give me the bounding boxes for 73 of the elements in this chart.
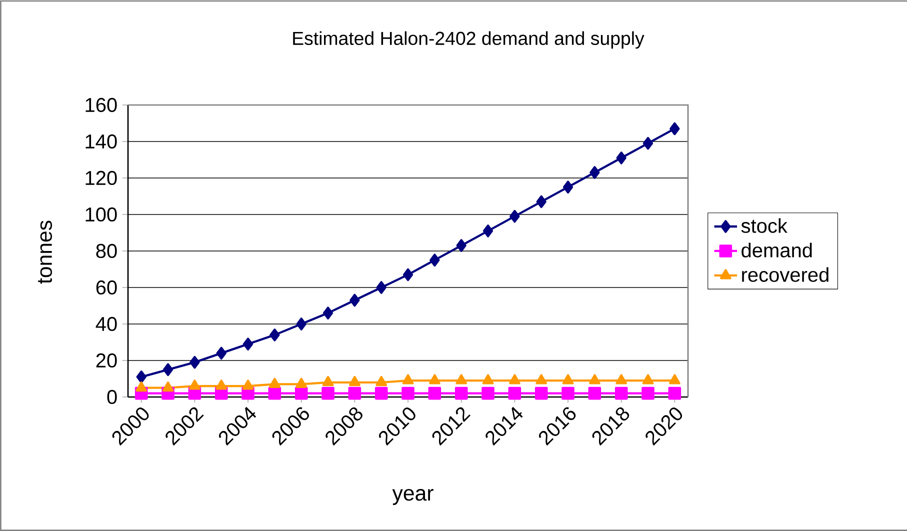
point (510, 210, 520, 223)
point (482, 386, 494, 400)
chart-title: Estimated Halon-2402 demand and supply (293, 31, 644, 49)
point (350, 294, 360, 307)
legend-label: demand (742, 242, 812, 258)
point (242, 380, 254, 390)
point (216, 346, 226, 360)
y-axis-title: tonnes (38, 220, 52, 284)
point (482, 224, 494, 238)
point (242, 338, 254, 350)
point (536, 195, 546, 208)
point (268, 378, 280, 388)
point (670, 122, 680, 136)
point (216, 380, 228, 390)
y-tick-label: 140 (86, 134, 117, 149)
y-tick-label: 100 (86, 207, 117, 222)
point (668, 386, 682, 400)
point (136, 381, 148, 392)
point (188, 380, 200, 390)
y-tick-label: 60 (96, 280, 117, 295)
point (322, 386, 334, 400)
point (428, 374, 440, 384)
point (508, 374, 520, 384)
point (268, 386, 282, 400)
point (136, 370, 146, 384)
point (456, 239, 466, 252)
point (562, 180, 574, 194)
point (616, 152, 626, 164)
legend-label: recovered (742, 267, 828, 282)
point (454, 386, 468, 400)
point (402, 374, 414, 384)
y-tick-label: 160 (86, 98, 117, 112)
point (642, 374, 654, 384)
point (614, 386, 628, 400)
point (642, 386, 654, 400)
point (270, 328, 280, 342)
legend-label: stock (741, 218, 788, 233)
x-axis-title: year (392, 489, 434, 505)
y-tick-label: 80 (96, 244, 117, 258)
point (534, 386, 548, 400)
point (376, 281, 386, 294)
y-tick-label: 40 (96, 316, 117, 332)
point (590, 166, 600, 179)
point (536, 374, 548, 384)
point (296, 318, 306, 330)
point (508, 386, 522, 400)
point (428, 386, 442, 400)
point (482, 374, 494, 384)
point (374, 386, 388, 400)
point (430, 254, 440, 267)
point (402, 268, 414, 282)
point (456, 374, 468, 384)
point (376, 376, 388, 386)
point (668, 374, 680, 384)
point (348, 386, 362, 400)
point (190, 356, 200, 369)
y-tick-label: 20 (96, 353, 117, 368)
point (162, 381, 174, 392)
point (588, 374, 600, 384)
point (642, 136, 654, 150)
point (322, 306, 334, 320)
y-tick-label: 0 (107, 390, 117, 404)
point (562, 374, 574, 384)
point (348, 376, 360, 386)
point (588, 386, 602, 400)
point (402, 386, 414, 400)
point (162, 363, 174, 376)
point (562, 386, 574, 400)
point (322, 376, 334, 386)
point (294, 386, 308, 400)
y-tick-label: 120 (86, 170, 117, 186)
point (296, 378, 308, 388)
point (616, 374, 628, 384)
